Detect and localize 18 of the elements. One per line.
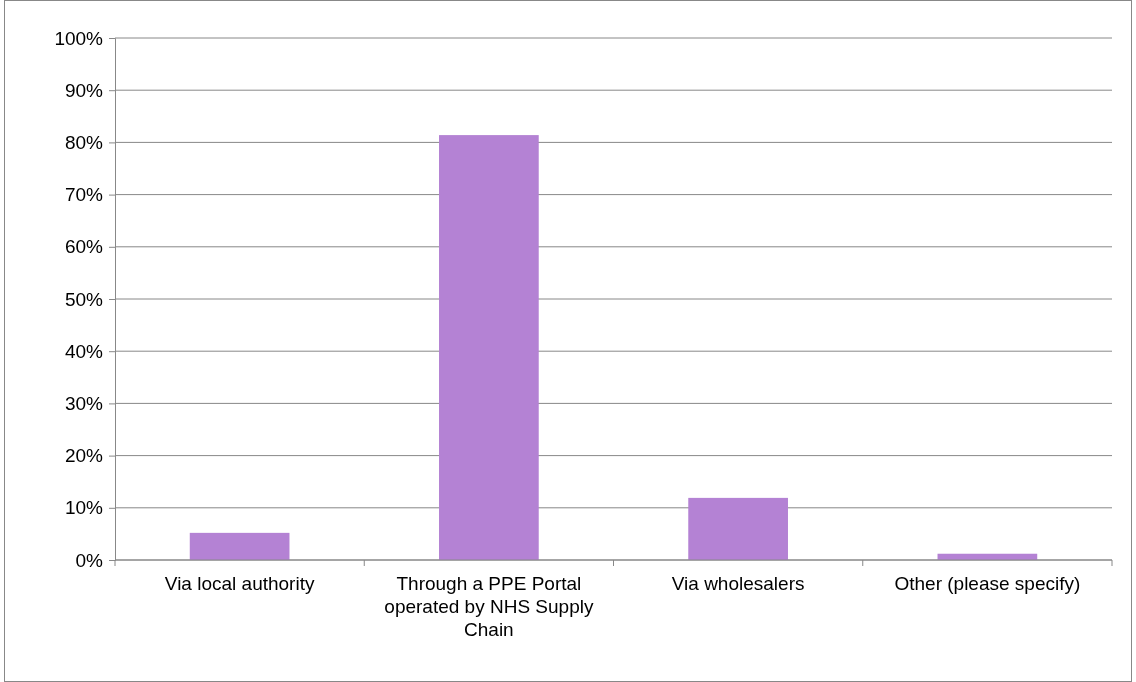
y-tick-label: 60% (64, 236, 104, 258)
bar (439, 135, 539, 560)
x-tick-label: Via local authority (164, 573, 315, 594)
bar (189, 532, 290, 560)
y-tick-label: 30% (64, 392, 104, 414)
bar (688, 497, 788, 560)
y-tick-label: 50% (64, 288, 104, 310)
y-tick-label: 0% (75, 549, 104, 571)
y-tick-label: 20% (64, 445, 104, 467)
y-tick-label: 70% (64, 184, 104, 206)
y-tick-label: 100% (54, 27, 104, 49)
x-tick-label: Through a PPE Portal operated by NHS Supply Chain (384, 573, 594, 640)
y-tick-label: 80% (64, 131, 104, 153)
y-tick-label: 90% (64, 79, 104, 101)
x-tick-label: Via wholesalers (671, 573, 805, 594)
y-tick-label: 40% (64, 340, 104, 362)
y-tick-label: 10% (64, 497, 104, 519)
x-tick-label: Other (please specify) (894, 573, 1081, 594)
